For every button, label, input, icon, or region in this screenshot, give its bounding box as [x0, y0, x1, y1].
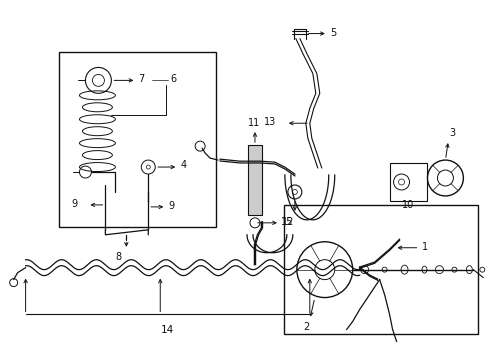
Bar: [247, 145, 262, 215]
Text: 8: 8: [115, 252, 121, 262]
Text: 6: 6: [170, 75, 176, 84]
Text: 2: 2: [302, 323, 308, 332]
Text: 7: 7: [138, 75, 144, 84]
Text: 9: 9: [71, 199, 77, 209]
Text: 3: 3: [448, 128, 455, 138]
Text: 10: 10: [402, 200, 414, 210]
Text: 4: 4: [180, 160, 186, 170]
Text: 11: 11: [247, 118, 260, 128]
Text: 15: 15: [280, 217, 292, 227]
Text: 12: 12: [281, 217, 294, 227]
Bar: [59, 53, 216, 227]
Text: 1: 1: [421, 242, 427, 252]
Bar: [284, 205, 477, 334]
Bar: [389, 163, 427, 201]
Text: 13: 13: [263, 117, 275, 127]
Text: 9: 9: [168, 201, 174, 211]
Text: 14: 14: [161, 325, 174, 336]
Text: 5: 5: [329, 28, 335, 37]
